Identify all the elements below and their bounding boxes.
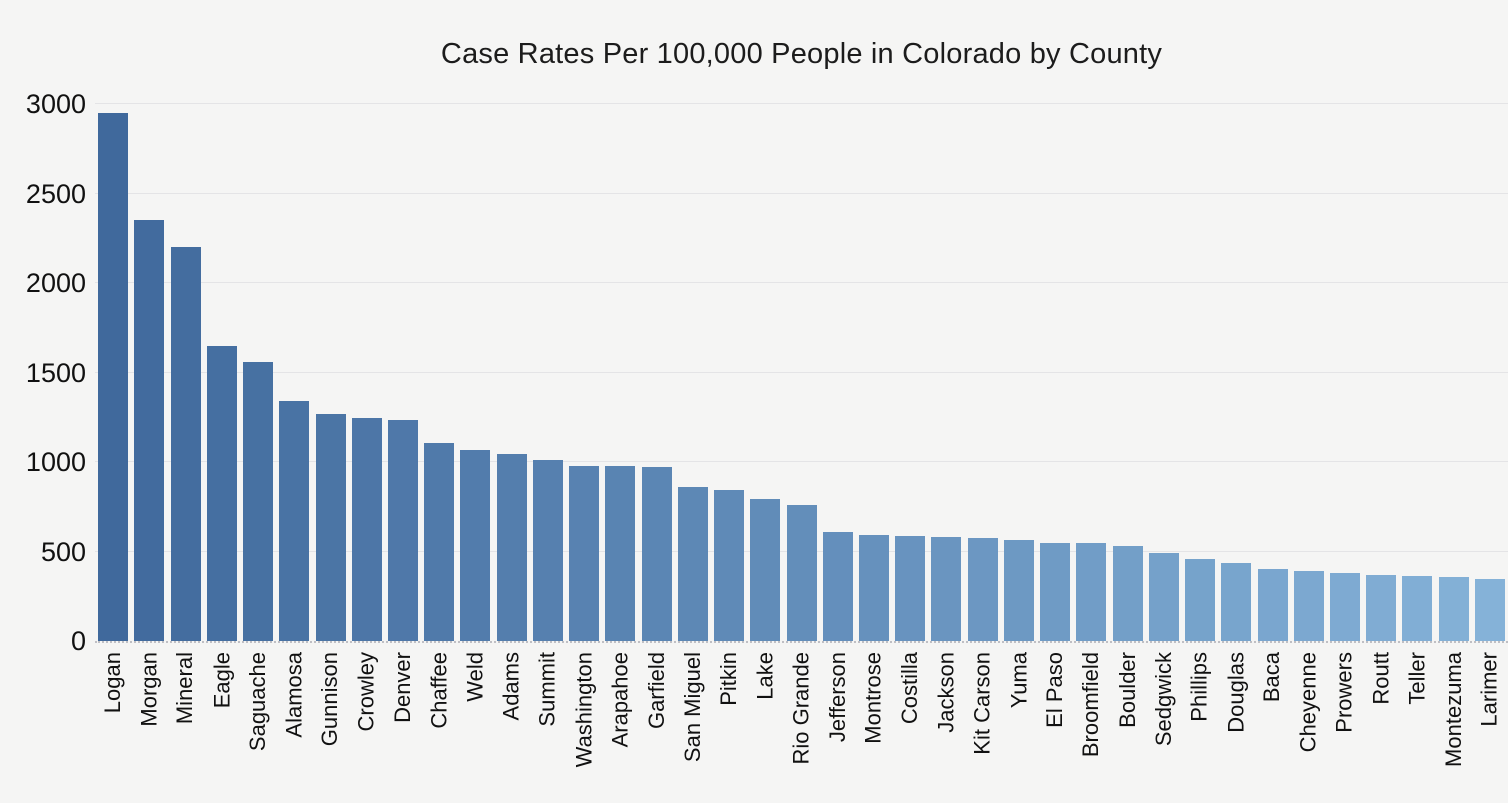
y-tick-label: 500 [40,536,86,567]
gridline-1000 [95,461,1508,462]
x-tick-label-el-paso: El Paso [1042,652,1068,728]
x-tick-label-arapahoe: Arapahoe [607,652,633,748]
x-tick-label-adams: Adams [498,652,524,721]
x-tick-label-jefferson: Jefferson [824,652,850,743]
bar-garfield [641,467,672,641]
x-tick-label-douglas: Douglas [1223,652,1249,733]
x-tick-label-jackson: Jackson [933,652,959,733]
y-tick-label: 1000 [25,447,86,477]
chart-title: Case Rates Per 100,000 People in Colorad… [440,38,1163,70]
bar-summit [532,460,563,641]
bar-phillips [1185,558,1216,641]
x-tick-label-denver: Denver [389,652,415,723]
x-tick-label-chaffee: Chaffee [426,652,452,729]
x-tick-label-mineral: Mineral [172,652,198,725]
bar-kit-carson [967,537,998,641]
x-tick-label-baca: Baca [1259,652,1285,703]
bar-morgan [134,220,165,641]
bar-prowers [1329,572,1360,641]
x-tick-label-costilla: Costilla [897,652,923,725]
x-tick-label-san-miguel: San Miguel [679,652,705,763]
bar-costilla [895,535,926,641]
bar-adams [496,453,527,641]
x-tick-label-weld: Weld [462,652,488,702]
x-tick-label-saguache: Saguache [245,652,271,752]
bar-cheyenne [1293,571,1324,641]
bar-boulder [1112,546,1143,641]
bar-teller [1402,576,1433,641]
x-tick-label-routt: Routt [1368,652,1394,705]
bar-jackson [931,536,962,641]
x-tick-label-teller: Teller [1404,652,1430,705]
bar-eagle [206,345,237,641]
bar-alamosa [279,401,310,641]
x-tick-label-broomfield: Broomfield [1078,652,1104,758]
bar-larimer [1474,579,1505,641]
x-tick-label-crowley: Crowley [353,652,379,732]
x-tick-label-cheyenne: Cheyenne [1295,652,1321,753]
y-tick-label: 0 [70,626,86,656]
bar-weld [460,450,491,641]
y-tick-label: 2000 [25,268,86,298]
bar-baca [1257,568,1288,641]
x-tick-label-yuma: Yuma [1005,652,1031,709]
x-tick-label-morgan: Morgan [136,652,162,727]
bar-san-miguel [677,487,708,641]
x-tick-label-kit-carson: Kit Carson [969,652,995,755]
gridline-3000 [95,103,1508,104]
y-axis: 0 500 1000 1500 2000 2500 3000 [0,0,88,700]
bar-el-paso [1040,542,1071,641]
bar-mineral [170,247,201,641]
bar-douglas [1221,563,1252,641]
gridline-2500 [95,192,1508,194]
x-tick-label-pitkin: Pitkin [716,652,742,706]
plot-area [95,103,1508,643]
bar-routt [1366,574,1397,641]
bar-saguache [243,361,274,641]
bar-sedgwick [1148,553,1179,641]
x-tick-label-alamosa: Alamosa [281,652,307,738]
x-tick-label-prowers: Prowers [1331,652,1357,733]
bar-montezuma [1438,576,1469,641]
x-tick-label-washington: Washington [571,652,597,768]
y-tick-label: 2500 [25,178,86,209]
x-tick-label-larimer: Larimer [1476,652,1502,727]
bar-lake [750,498,781,641]
x-tick-label-montrose: Montrose [860,652,886,744]
bar-washington [569,465,600,641]
x-tick-label-gunnison: Gunnison [317,652,343,747]
gridline-2000 [95,282,1508,283]
gridline-1500 [95,371,1508,373]
bar-logan [98,112,129,641]
bar-denver [387,419,418,641]
x-tick-label-sedgwick: Sedgwick [1150,652,1176,747]
x-tick-label-montezuma: Montezuma [1440,652,1466,767]
bar-montrose [858,534,889,641]
bar-chaffee [424,443,455,641]
bar-broomfield [1076,543,1107,641]
bar-yuma [1003,539,1034,641]
x-tick-label-logan: Logan [100,652,126,714]
x-tick-label-eagle: Eagle [208,652,234,709]
x-tick-label-boulder: Boulder [1114,652,1140,728]
x-tick-label-summit: Summit [534,652,560,727]
bar-gunnison [315,413,346,641]
x-tick-label-garfield: Garfield [643,652,669,730]
bar-crowley [351,418,382,641]
bar-rio-grande [786,504,817,641]
bar-pitkin [714,489,745,641]
y-tick-label: 3000 [25,89,86,119]
bar-arapahoe [605,466,636,641]
x-tick-label-rio-grande: Rio Grande [788,652,814,765]
x-tick-label-lake: Lake [752,652,778,700]
y-tick-label: 1500 [25,357,86,388]
bar-jefferson [822,531,853,641]
x-tick-label-phillips: Phillips [1187,652,1213,722]
